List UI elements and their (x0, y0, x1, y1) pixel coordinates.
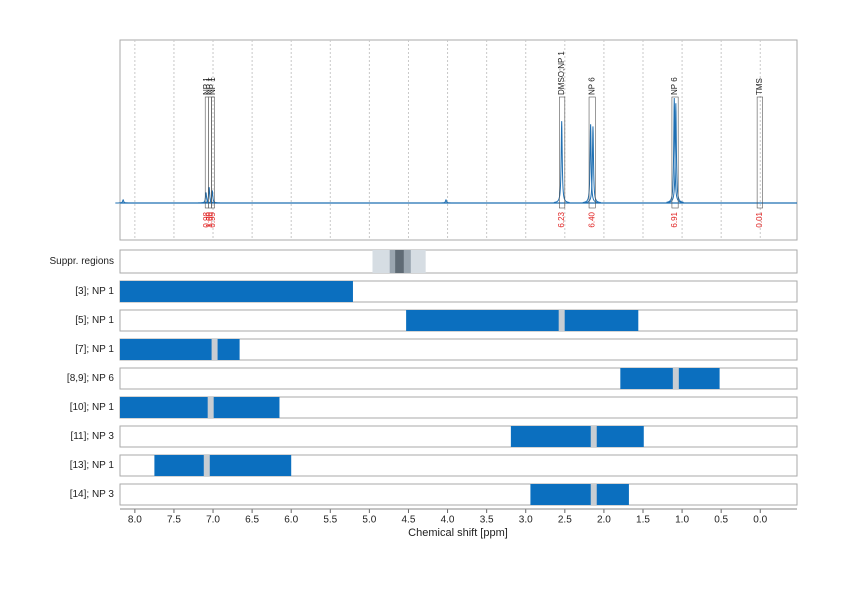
row-label: [11]; NP 3 (70, 431, 114, 442)
row-frame (119, 249, 798, 274)
spectrum-peak (585, 126, 601, 204)
annotation-box (588, 96, 596, 209)
range-bar (120, 397, 280, 418)
x-tick-label: 3.5 (480, 515, 494, 526)
x-tick-label: 5.0 (362, 515, 376, 526)
spectrum-peak (553, 121, 570, 203)
x-tick-label: 6.5 (245, 515, 259, 526)
annotation-box (204, 96, 209, 209)
x-tick-label: 3.0 (519, 515, 533, 526)
row-frame (119, 425, 798, 448)
peak-marker (207, 397, 214, 418)
range-bar (120, 281, 353, 302)
spectrum-panel (119, 39, 798, 241)
range-bar (530, 484, 629, 505)
x-tick-label: 4.5 (402, 515, 416, 526)
integral-label: 0.01 (755, 211, 764, 227)
range-bar (406, 310, 639, 331)
suppression-band (395, 250, 404, 273)
x-tick-label: 5.5 (323, 515, 337, 526)
integral-label: 1.00 (205, 211, 214, 227)
peak-marker (211, 339, 218, 360)
x-axis-label: Chemical shift [ppm] (408, 527, 508, 539)
x-tick-label: 4.0 (441, 515, 455, 526)
peak-marker (558, 310, 565, 331)
spectrum-peak (582, 124, 599, 203)
annotation-label: DMSO;NP 1 (557, 51, 566, 95)
x-tick-label: 0.5 (714, 515, 728, 526)
annotation-label: NP 1 (202, 77, 211, 95)
integral-label: 0.98 (202, 211, 211, 227)
row-label: [3]; NP 1 (75, 286, 114, 297)
annotation-label: NP 6 (587, 77, 596, 95)
integral-label: 0.99 (208, 211, 217, 227)
annotation-box (211, 96, 215, 209)
peak-marker (590, 426, 597, 447)
x-tick-label: 7.0 (206, 515, 220, 526)
x-tick-label: 2.5 (558, 515, 572, 526)
row-frame (119, 483, 798, 506)
range-bar (120, 339, 240, 360)
spectrum-peak (204, 190, 221, 204)
peak-marker (590, 484, 597, 505)
peak-marker (203, 455, 210, 476)
row-label: [14]; NP 3 (70, 489, 115, 500)
integral-label: 6.91 (670, 211, 679, 227)
x-tick-label: 8.0 (128, 515, 142, 526)
peak-marker (672, 368, 679, 389)
annotation-label: NP 6 (670, 77, 679, 95)
row-label: [5]; NP 1 (75, 315, 114, 326)
range-bar (510, 426, 644, 447)
range-bar (154, 455, 292, 476)
row-label: Suppr. regions (50, 256, 115, 267)
annotation-label: TMS (755, 78, 764, 95)
annotation-box (671, 96, 679, 209)
annotation-box (559, 96, 566, 209)
row-label: [7]; NP 1 (75, 344, 114, 355)
annotation-label: NP 1 (205, 77, 214, 95)
spectrum-peak (666, 97, 683, 203)
row-frame (119, 367, 798, 390)
annotation-label: NP 1 (208, 77, 217, 95)
spectrum-peak (115, 198, 131, 204)
x-tick-label: 1.5 (636, 515, 650, 526)
row-label: [10]; NP 1 (70, 402, 115, 413)
x-tick-label: 6.0 (284, 515, 298, 526)
row-frame (119, 454, 798, 477)
x-tick-label: 2.0 (597, 515, 611, 526)
integral-label: 6.23 (557, 211, 566, 227)
x-tick-label: 1.0 (675, 515, 689, 526)
spectrum-peak (438, 198, 454, 204)
annotation-box (756, 96, 763, 209)
row-label: [8,9]; NP 6 (67, 373, 115, 384)
x-tick-label: 0.0 (753, 515, 767, 526)
range-bar (620, 368, 720, 389)
x-tick-label: 7.5 (167, 515, 181, 526)
spectrum-peak (667, 103, 684, 203)
row-label: [13]; NP 1 (70, 460, 115, 471)
integral-label: 6.40 (587, 211, 596, 227)
